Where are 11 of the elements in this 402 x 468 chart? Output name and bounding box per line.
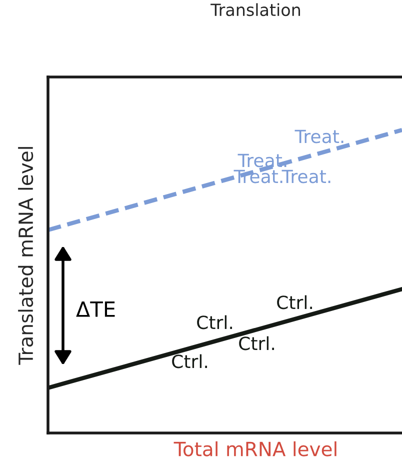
y-axis-title: Translated mRNA level	[18, 147, 34, 365]
chart-title: Translation	[210, 3, 300, 16]
annotation: Ctrl.	[277, 295, 312, 310]
annotation: Ctrl.	[172, 354, 207, 368]
annotation: Treat.	[294, 130, 344, 144]
annotation: Ctrl.	[239, 336, 274, 350]
annotation: ΔTE	[76, 302, 115, 317]
annotation: Ctrl.	[197, 315, 232, 330]
x-axis-title: Total mRNA level	[174, 441, 336, 456]
annotation: Treat.	[238, 154, 286, 168]
annotation: Treat.	[282, 170, 330, 184]
